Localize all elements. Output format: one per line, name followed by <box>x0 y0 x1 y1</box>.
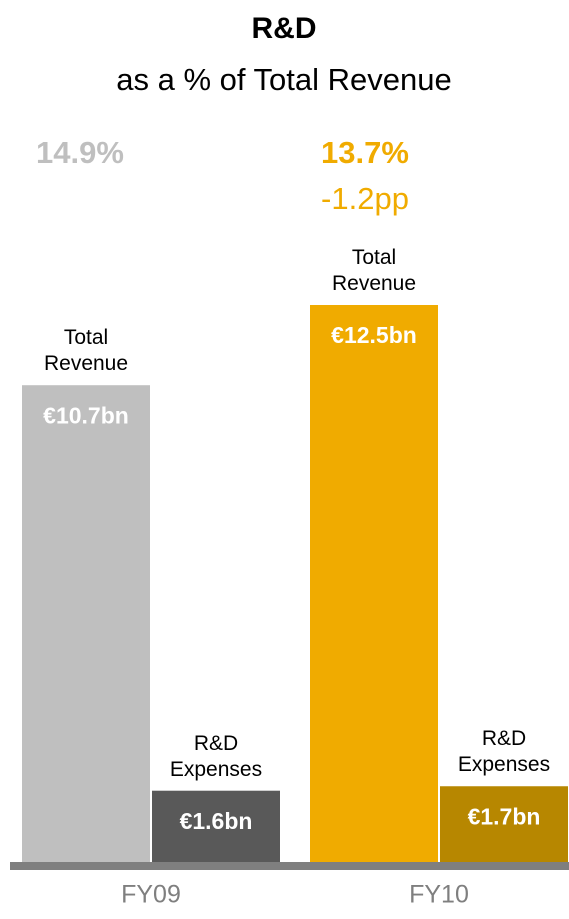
ratio-label: 14.9% <box>36 135 124 170</box>
ratio-label: 13.7% <box>321 135 409 170</box>
data-label: €1.6bn <box>180 808 253 834</box>
x-tick-label: FY09 <box>121 881 181 909</box>
data-label: €1.7bn <box>468 803 541 829</box>
bar <box>310 305 438 862</box>
series-label: Total Revenue <box>43 326 129 376</box>
bar <box>22 385 150 862</box>
series-label: R&D Expenses <box>457 727 551 777</box>
series-label: Total Revenue <box>331 246 417 295</box>
data-label: €10.7bn <box>43 402 129 428</box>
x-tick-label: FY10 <box>409 881 469 909</box>
baseline <box>10 862 569 870</box>
annotation: -1.2pp <box>321 181 409 216</box>
bar <box>152 790 280 862</box>
bar <box>440 786 568 862</box>
series-label: R&D Expenses <box>169 731 263 781</box>
data-label: €12.5bn <box>331 322 417 348</box>
chart-title: R&D <box>252 12 317 45</box>
chart-subtitle: as a % of Total Revenue <box>116 62 451 97</box>
